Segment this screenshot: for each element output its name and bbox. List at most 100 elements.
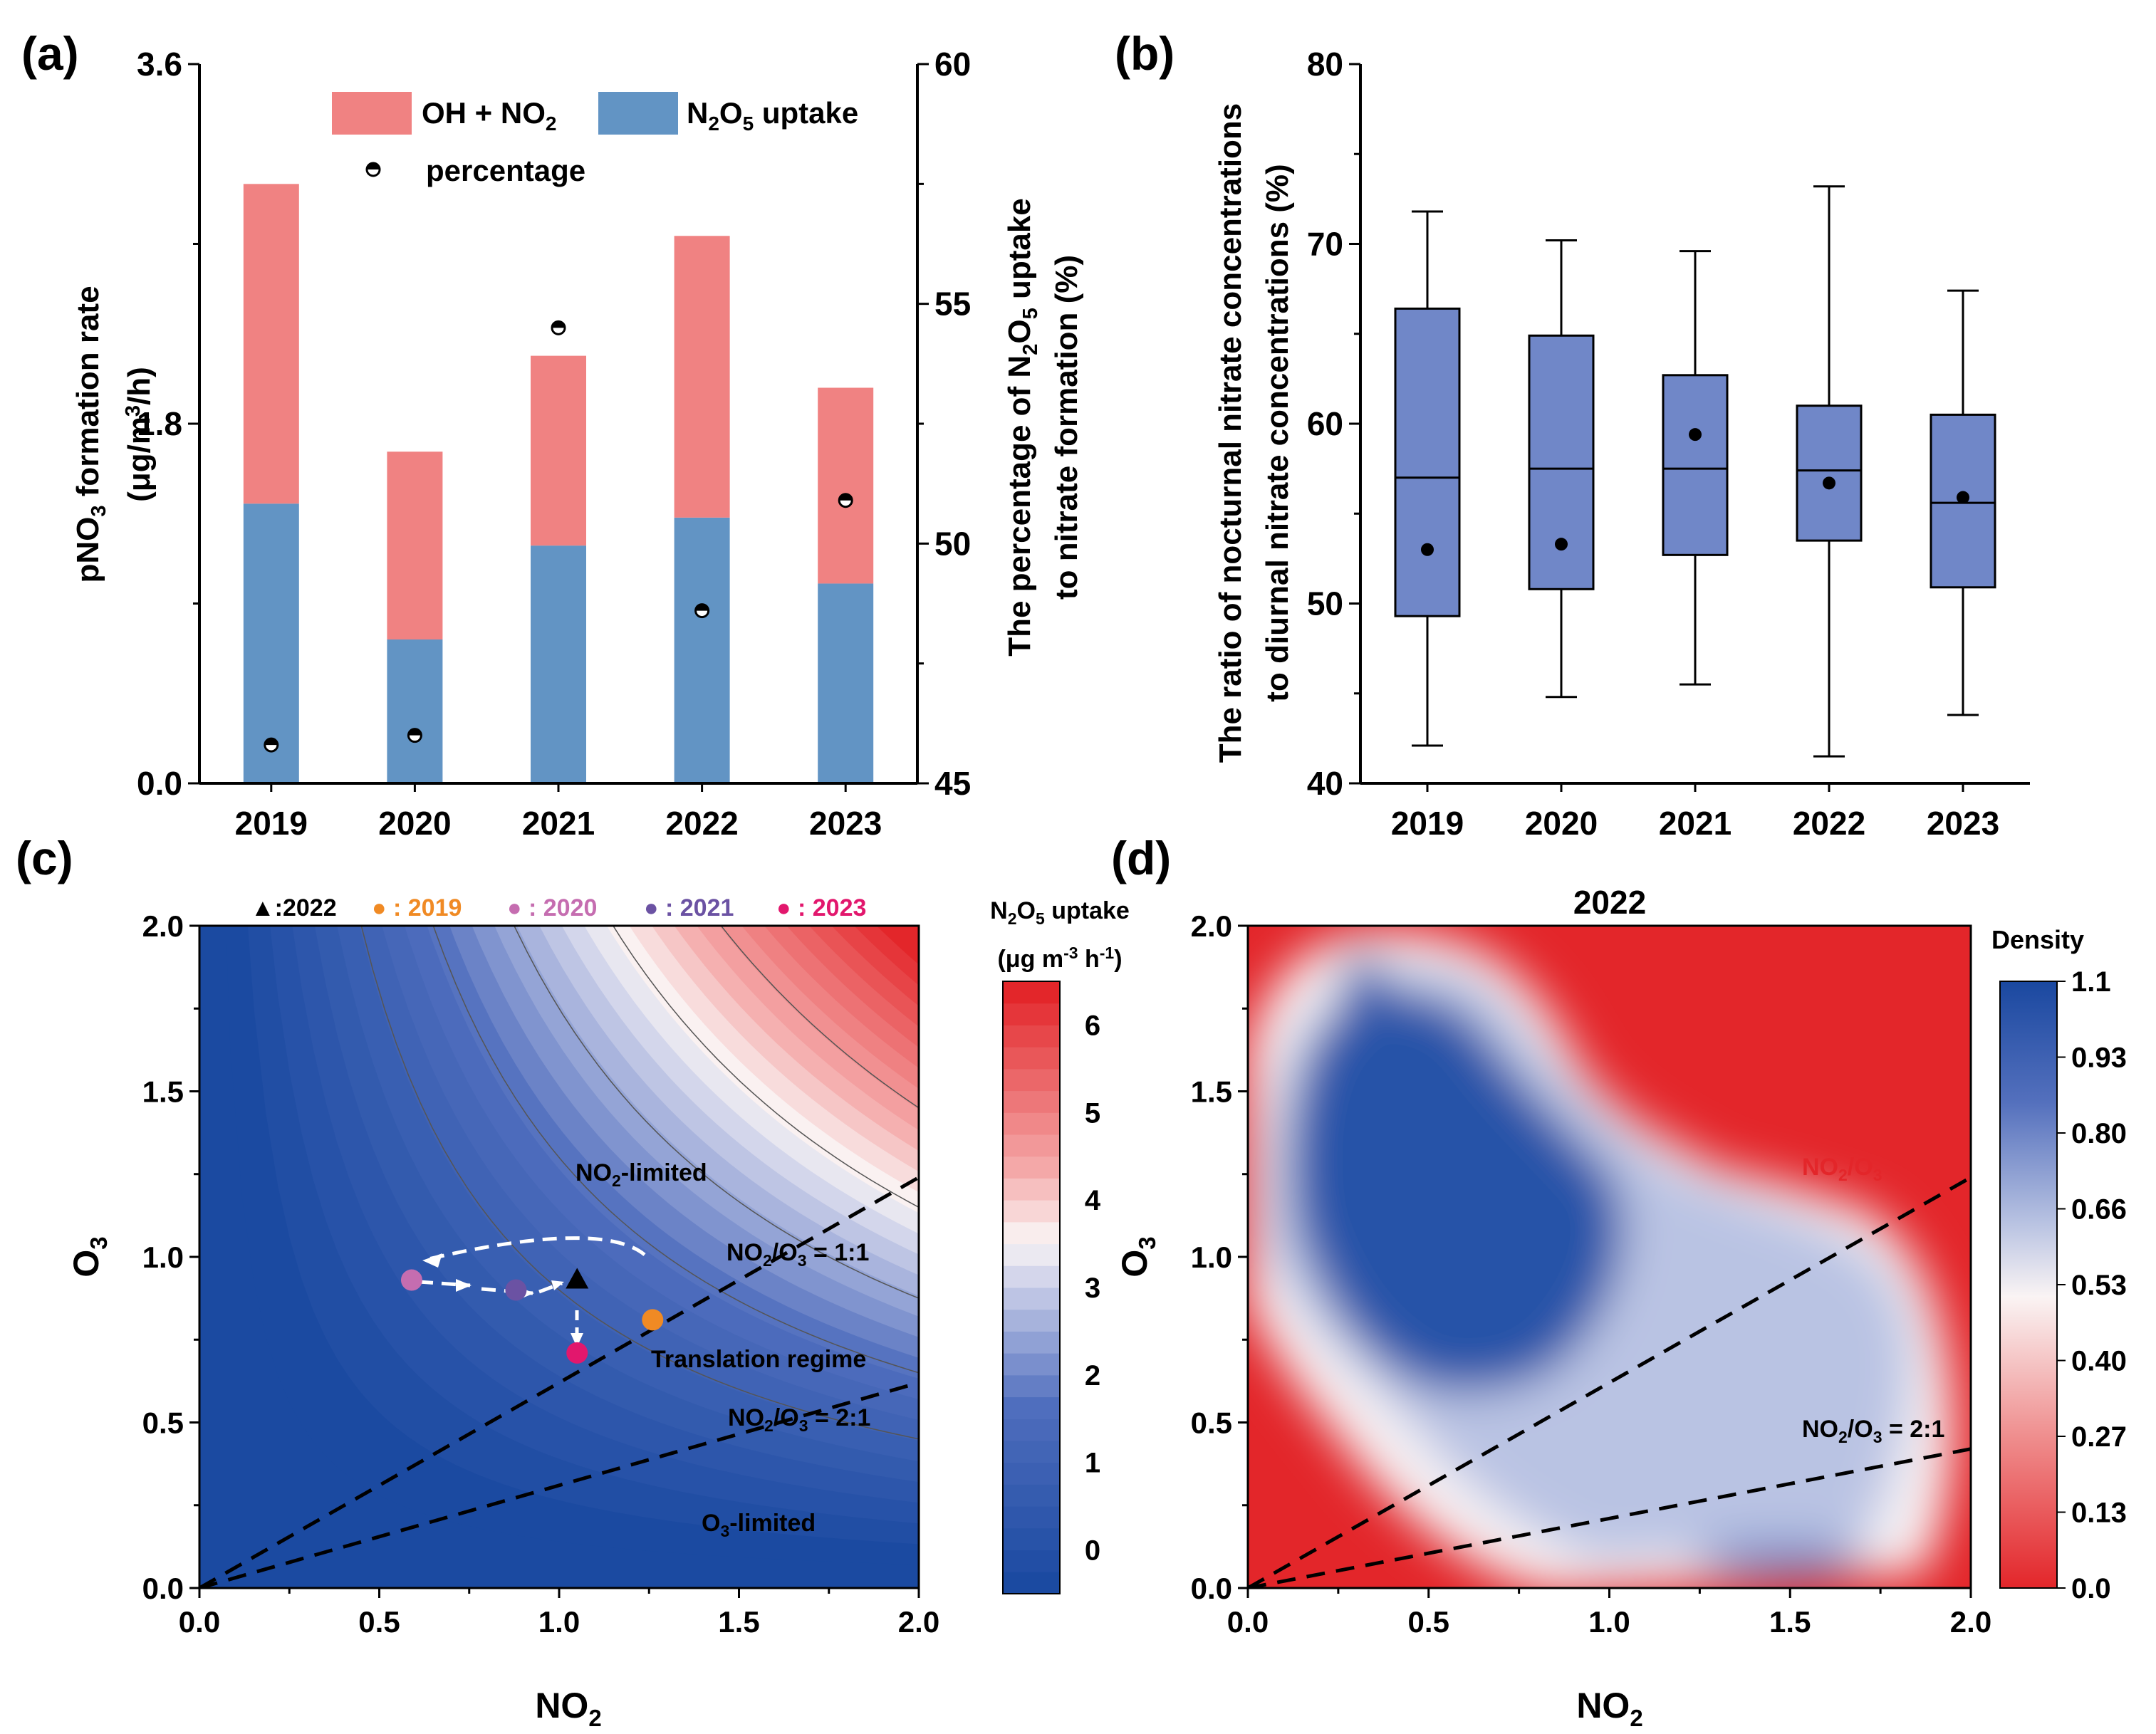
panel-c: (c) 0.0 0.5 1.0 1.5 2.0 0.0 0.5 1.0 1.5 2.0 NO2-l…	[16, 832, 1130, 1731]
year-legend: ▲:2022 ● : 2019 ● : 2020 ● : 2021 ● : 2023	[251, 894, 866, 921]
box-2021	[1662, 374, 1729, 556]
x-tick-label-b: 2021	[1659, 805, 1731, 842]
point-2023	[566, 1342, 588, 1364]
annotation-ratio-2-1-d: NO2/O3 = 2:1	[1802, 1416, 1944, 1446]
percentage-marker-fill-2021	[552, 321, 565, 328]
percentage-marker-fill-2022	[695, 604, 709, 611]
x-tick-label-a: 2021	[522, 805, 595, 842]
y-tick-label-b: 60	[1307, 405, 1343, 442]
x-tick-label-a: 2022	[665, 805, 738, 842]
y-tick-label-c: 1.5	[142, 1075, 184, 1109]
x-tick-label-a: 2020	[378, 805, 451, 842]
y-tick-label-c: 1.0	[142, 1241, 184, 1274]
chart-title-d: 2022	[1573, 884, 1646, 921]
colorbar-band	[1003, 1200, 1060, 1223]
colorbar-band	[1003, 1484, 1060, 1507]
annotation-translation-regime: Translation regime	[651, 1346, 866, 1373]
x-tick-label-c: 1.0	[538, 1605, 580, 1639]
x-tick-label-c: 0.5	[358, 1605, 400, 1639]
panel-label-b: (b)	[1115, 27, 1175, 80]
point-2021	[505, 1279, 527, 1301]
colorbar-tick-label-c: 2	[1085, 1360, 1100, 1391]
bar-oh-no2-2020	[387, 451, 443, 639]
annotation-ratio-2-1-c: NO2/O3 = 2:1	[728, 1404, 870, 1435]
bar-oh-no2-2021	[531, 355, 586, 546]
colorbar-band	[1003, 1419, 1060, 1441]
annotation-no2-limited: NO2-limited	[576, 1159, 707, 1190]
mean-marker-2021	[1689, 428, 1702, 442]
y-tick-label-b: 70	[1307, 226, 1343, 263]
colorbar-band	[1003, 981, 1060, 1004]
bar-oh-no2-2019	[243, 184, 299, 504]
box-2020	[1528, 334, 1595, 590]
y-tick-label-a: 3.6	[137, 46, 182, 83]
ratio-line-c-1	[199, 1176, 919, 1588]
contour-line	[360, 926, 919, 1440]
y-axis-title-a: pNO3 formation rate	[71, 286, 110, 583]
annotation-ratio-1-1-c: NO2/O3 = 1:1	[727, 1239, 869, 1270]
colorbar-band	[1003, 1374, 1060, 1398]
colorbar-band	[1003, 1550, 1060, 1572]
y-axis-unit-a: (μg/m3/h)	[122, 367, 157, 502]
panel-label-a: (a)	[21, 27, 79, 80]
x-tick-label-c: 0.0	[179, 1605, 220, 1639]
colorbar-band	[1003, 1025, 1060, 1048]
x-tick-label-c: 1.5	[718, 1605, 759, 1639]
box-2019	[1394, 307, 1461, 617]
colorbar-tick-label-d: 0.13	[2071, 1498, 2127, 1529]
axes-d: 0.0 0.5 1.0 1.5 2.0 0.0 0.5 1.0 1.5 2.0	[1191, 909, 1992, 1639]
colorbar-frame-c	[1002, 981, 1061, 1594]
y-tick-label-d: 1.0	[1191, 1241, 1232, 1274]
y-tick-label-c: 2.0	[142, 909, 184, 943]
y-tick-label-d: 0.0	[1191, 1572, 1232, 1605]
density-colorbar	[1999, 981, 2058, 1589]
colorbar-band	[1003, 1506, 1060, 1529]
point-2019	[642, 1309, 664, 1331]
legend-oh-no2: OH + NO2	[422, 96, 556, 135]
bar-oh-no2-2023	[818, 387, 874, 584]
colorbar-band	[1003, 1090, 1060, 1113]
density-field	[1248, 926, 1971, 1588]
x-tick-label-a: 2019	[235, 805, 308, 842]
x-tick-label-a: 2023	[809, 805, 882, 842]
colorbar-d-ticks: 0.0 0.13 0.27 0.40 0.53 0.66 0.80 0.93 1.1	[2057, 966, 2127, 1604]
mean-marker-2020	[1555, 538, 1568, 551]
x-tick-label-b: 2023	[1927, 805, 1999, 842]
bar-n2o5-2022	[674, 517, 730, 783]
colorbar-band	[1003, 1462, 1060, 1485]
percentage-marker-fill-2023	[839, 493, 853, 501]
x-tick-label-d: 1.0	[1588, 1605, 1630, 1639]
colorbar-tick-label-d: 0.27	[2071, 1421, 2127, 1453]
colorbar-tick-label-d: 0.93	[2071, 1043, 2127, 1074]
contour-line	[514, 926, 919, 1299]
y-tick-label-b: 50	[1307, 585, 1343, 622]
y-axis-title-b-line1: The ratio of nocturnal nitrate concentra…	[1213, 103, 1248, 763]
colorbar-band	[1003, 1003, 1060, 1025]
x-tick-label-b: 2019	[1391, 805, 1464, 842]
contour-band	[876, 926, 919, 965]
x-axis-title-d: NO2	[1576, 1686, 1642, 1731]
colorbar-c: 0 1 2 3 4 5 6	[1002, 981, 1101, 1594]
density-spot-upper	[1340, 954, 1388, 1011]
y-tick-label-c: 0.0	[142, 1572, 184, 1605]
legend-item-0: ▲:2022	[251, 894, 337, 921]
legend-n2o5-uptake: N2O5 uptake	[687, 96, 858, 135]
y-axis-title-c: O3	[66, 1236, 112, 1277]
mean-marker-2019	[1421, 543, 1434, 556]
x-tick-label-b: 2022	[1793, 805, 1865, 842]
colorbar-tick-label-c: 6	[1085, 1010, 1100, 1041]
annotation-ratio-1-1-d: NO2/O3	[1802, 1154, 1882, 1184]
x-tick-label-b: 2020	[1525, 805, 1598, 842]
colorbar-title-d: Density	[1991, 925, 2084, 954]
point-2020	[400, 1269, 422, 1291]
legend-swatch-oh-no2	[332, 92, 412, 135]
colorbar-tick-label-d: 0.53	[2071, 1270, 2127, 1301]
y-axis-title-b-line2: to diurnal nitrate concentrations (%)	[1260, 164, 1295, 701]
panel-a: (a) 2019 2020 2021 2022 2023 0.0 1.8 3.6 45 50 55 6…	[21, 27, 1084, 842]
panel-label-c: (c)	[16, 832, 73, 884]
contour-line	[720, 926, 919, 1109]
colorbar-band	[1003, 1112, 1060, 1135]
legend-item-4: ● : 2023	[776, 894, 866, 921]
colorbar-band	[1003, 1068, 1060, 1092]
